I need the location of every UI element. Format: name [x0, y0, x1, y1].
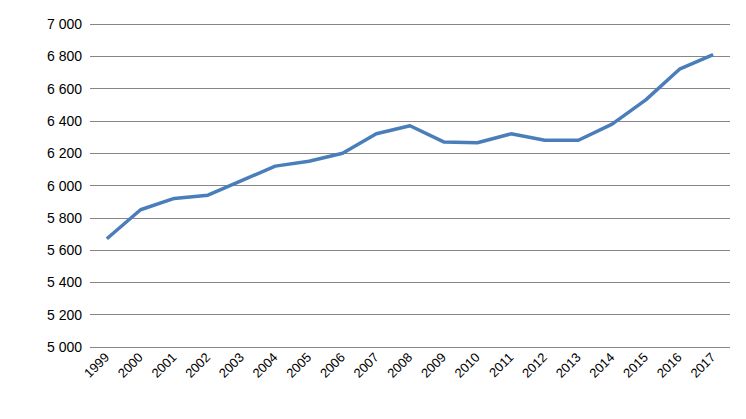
svg-text:2007: 2007 — [351, 350, 382, 381]
svg-text:5 200: 5 200 — [47, 307, 82, 323]
svg-text:2001: 2001 — [148, 350, 179, 381]
svg-text:2015: 2015 — [620, 350, 651, 381]
svg-text:2013: 2013 — [553, 350, 584, 381]
svg-text:2017: 2017 — [687, 350, 718, 381]
svg-text:5 000: 5 000 — [47, 339, 82, 355]
svg-text:2016: 2016 — [654, 350, 685, 381]
svg-text:2010: 2010 — [452, 350, 483, 381]
svg-text:2009: 2009 — [418, 350, 449, 381]
svg-text:2012: 2012 — [519, 350, 550, 381]
svg-text:2006: 2006 — [317, 350, 348, 381]
svg-text:1999: 1999 — [81, 350, 112, 381]
svg-text:6 800: 6 800 — [47, 48, 82, 64]
svg-text:2014: 2014 — [586, 350, 617, 381]
svg-text:6 600: 6 600 — [47, 81, 82, 97]
svg-text:7 000: 7 000 — [47, 16, 82, 32]
svg-text:2000: 2000 — [115, 350, 146, 381]
svg-text:2011: 2011 — [486, 350, 516, 380]
svg-text:5 800: 5 800 — [47, 210, 82, 226]
svg-text:5 400: 5 400 — [47, 274, 82, 290]
svg-text:2003: 2003 — [216, 350, 247, 381]
svg-text:2002: 2002 — [182, 350, 213, 381]
svg-text:2008: 2008 — [384, 350, 415, 381]
svg-text:2005: 2005 — [283, 350, 314, 381]
svg-text:6 000: 6 000 — [47, 178, 82, 194]
svg-text:6 200: 6 200 — [47, 145, 82, 161]
svg-text:2004: 2004 — [250, 350, 281, 381]
svg-text:6 400: 6 400 — [47, 113, 82, 129]
svg-text:5 600: 5 600 — [47, 242, 82, 258]
